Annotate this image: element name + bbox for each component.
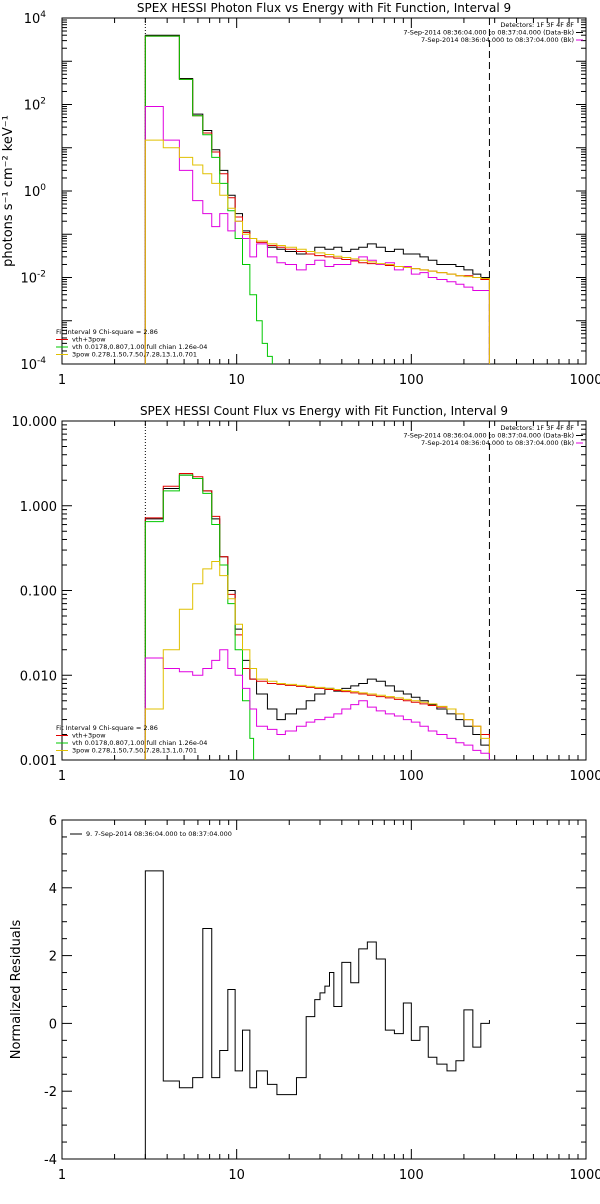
series-5-line [145,140,489,364]
series-4-line [145,106,489,364]
y-tick-label: 0.100 [20,585,57,600]
x-tick-label: 100 [399,769,424,784]
series-1-line [145,871,489,1159]
legend-top-entry: 7-Sep-2014 08:36:04.000 to 08:37:04.000 … [421,439,574,447]
panel-3: 1 10 100 1000 -4 -2 0 2 4 6 Normalized Residuals 9.… [9,814,600,1183]
y-axis-label: photons s⁻¹ cm⁻² keV⁻¹ [1,115,16,267]
y-tick-label: 2 [49,950,57,965]
plot-frame [62,421,586,760]
x-tick-label: 1 [58,1168,66,1183]
legend-bottom-entry: 3pow 0.278,1.50,7.50,7.28,13.1,0.701 [72,747,197,755]
x-tick-label: 1000 [569,1168,600,1183]
y-tick-label: 104 [24,10,47,27]
y-tick-label: 1.000 [20,500,57,515]
legend-top-entry: 7-Sep-2014 08:36:04.000 to 08:37:04.000 … [421,36,574,44]
series-5-line [145,561,489,760]
y-tick-label: 10-4 [20,356,46,373]
x-tick-label: 1000 [569,373,600,388]
y-tick-label: 10.000 [12,415,58,430]
series-3-line [145,36,272,364]
y-tick-label: 6 [49,814,57,829]
x-tick-label: 1000 [569,769,600,784]
y-tick-label: 0.010 [20,669,57,684]
plot-frame [62,18,586,364]
y-tick-label: 0 [49,1017,57,1032]
panel-2: SPEX HESSI Count Flux vs Energy with Fit… [12,404,600,784]
series-2-line [145,36,489,364]
plot-frame [62,820,586,1159]
x-tick-label: 100 [399,1168,424,1183]
y-tick-label: 100 [24,183,47,200]
x-tick-label: 10 [228,373,245,388]
chart-title: SPEX HESSI Count Flux vs Energy with Fit… [140,404,508,418]
y-axis-label: Normalized Residuals [9,920,24,1060]
x-tick-label: 10 [228,1168,245,1183]
y-tick-label: 102 [24,97,46,114]
y-tick-label: 4 [49,882,57,897]
y-tick-label: -4 [44,1153,57,1168]
x-tick-label: 10 [228,769,245,784]
y-tick-label: -2 [44,1085,57,1100]
chart-title: SPEX HESSI Photon Flux vs Energy with Fi… [137,1,511,15]
legend-bottom-entry: 3pow 0.278,1.50,7.50,7.28,13.1,0.701 [72,351,197,359]
y-tick-label: 0.001 [20,754,57,769]
legend-entry: 9. 7-Sep-2014 08:36:04.000 to 08:37:04.0… [86,830,232,838]
series-1-line [145,35,489,364]
series-1-line [145,475,489,760]
series-2-line [145,474,489,760]
y-tick-label: 10-2 [20,270,46,287]
panel-1: SPEX HESSI Photon Flux vs Energy with Fi… [1,1,600,388]
x-tick-label: 100 [399,373,424,388]
x-tick-label: 1 [58,769,66,784]
x-tick-label: 1 [58,373,66,388]
